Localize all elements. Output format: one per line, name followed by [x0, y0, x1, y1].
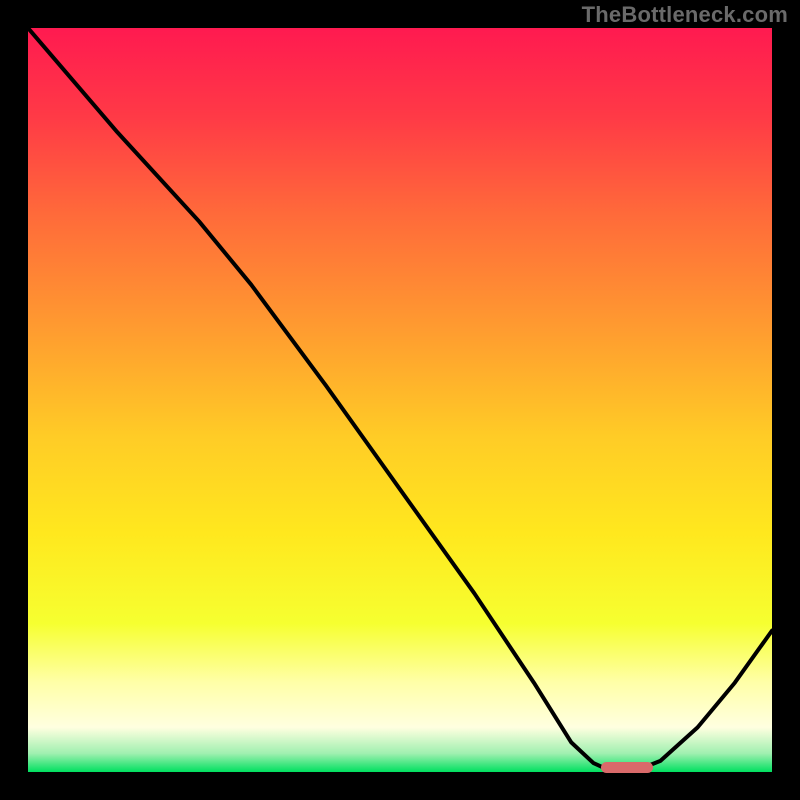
optimal-range-marker	[601, 762, 653, 774]
bottleneck-chart: TheBottleneck.com	[0, 0, 800, 800]
plot-area	[28, 28, 772, 772]
watermark-text: TheBottleneck.com	[582, 2, 788, 28]
curve-layer	[28, 28, 772, 772]
bottleneck-curve	[28, 28, 772, 770]
